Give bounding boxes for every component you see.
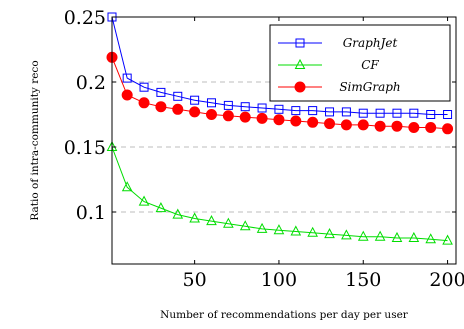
point-cf-6 bbox=[206, 215, 217, 226]
point-graphjet-10 bbox=[274, 104, 284, 114]
point-cf-10 bbox=[273, 224, 285, 235]
series-cf bbox=[106, 140, 453, 245]
point-simgraph-5 bbox=[189, 106, 201, 118]
point-cf-11 bbox=[290, 225, 302, 236]
point-cf-1 bbox=[121, 181, 133, 192]
y-tick-label-1: 0.15 bbox=[64, 137, 106, 159]
point-simgraph-16 bbox=[374, 120, 386, 132]
series-layer bbox=[106, 12, 454, 245]
legend-marker-cf bbox=[294, 58, 306, 69]
point-cf-13 bbox=[324, 228, 335, 239]
legend-label-cf: CF bbox=[361, 58, 379, 72]
legend: GraphJet CF SimGraph bbox=[269, 24, 451, 102]
legend-marker-simgraph bbox=[294, 81, 306, 93]
point-graphjet-8 bbox=[240, 102, 250, 112]
point-simgraph-2 bbox=[138, 97, 150, 109]
point-graphjet-14 bbox=[341, 107, 351, 117]
point-cf-9 bbox=[256, 222, 268, 233]
point-graphjet-15 bbox=[358, 108, 368, 118]
legend-label-graphjet: GraphJet bbox=[343, 36, 398, 50]
x-tick-label-3: 200 bbox=[429, 269, 464, 291]
point-cf-14 bbox=[341, 229, 352, 240]
point-graphjet-20 bbox=[443, 110, 453, 119]
ticks: 0.1 0.15 0.2 0.25 50 100 150 200 bbox=[64, 7, 464, 291]
series-line-cf bbox=[111, 146, 448, 242]
series-graphjet bbox=[107, 12, 453, 119]
point-simgraph-17 bbox=[391, 120, 403, 132]
point-graphjet-5 bbox=[190, 95, 200, 105]
point-cf-18 bbox=[408, 231, 420, 242]
point-simgraph-6 bbox=[205, 109, 217, 120]
point-cf-3 bbox=[155, 202, 167, 213]
point-simgraph-9 bbox=[256, 112, 268, 124]
plot-frame bbox=[111, 16, 457, 265]
point-graphjet-18 bbox=[409, 108, 419, 118]
x-axis-title: Number of recommendations per day per us… bbox=[160, 309, 409, 321]
point-simgraph-13 bbox=[324, 118, 336, 130]
point-graphjet-12 bbox=[308, 106, 318, 116]
point-cf-20 bbox=[442, 234, 453, 245]
point-simgraph-18 bbox=[408, 122, 420, 133]
point-graphjet-19 bbox=[426, 110, 436, 119]
y-tick-label-0: 0.1 bbox=[76, 202, 106, 224]
point-cf-8 bbox=[239, 220, 251, 231]
point-cf-2 bbox=[138, 195, 150, 206]
point-simgraph-3 bbox=[155, 101, 167, 113]
point-cf-17 bbox=[391, 231, 403, 242]
point-simgraph-14 bbox=[340, 119, 352, 131]
y-tick-label-2: 0.2 bbox=[76, 72, 106, 94]
point-graphjet-6 bbox=[206, 98, 216, 108]
point-graphjet-3 bbox=[156, 87, 166, 97]
point-graphjet-13 bbox=[325, 107, 335, 117]
point-simgraph-15 bbox=[357, 119, 369, 131]
point-graphjet-11 bbox=[291, 106, 301, 116]
y-tick-label-3: 0.25 bbox=[64, 7, 106, 29]
legend-marker-graphjet bbox=[295, 38, 305, 48]
legend-label-simgraph: SimGraph bbox=[339, 80, 400, 94]
point-graphjet-16 bbox=[375, 108, 385, 118]
point-graphjet-4 bbox=[173, 91, 183, 101]
point-graphjet-1 bbox=[122, 73, 132, 83]
point-cf-15 bbox=[357, 230, 369, 241]
x-tick-label-2: 150 bbox=[345, 269, 381, 291]
point-cf-19 bbox=[425, 233, 437, 244]
point-simgraph-1 bbox=[121, 89, 133, 101]
series-line-graphjet bbox=[111, 16, 448, 115]
point-cf-12 bbox=[307, 226, 318, 237]
point-graphjet-7 bbox=[223, 100, 233, 110]
point-simgraph-4 bbox=[172, 103, 184, 115]
series-simgraph bbox=[106, 51, 454, 135]
x-tick-label-1: 100 bbox=[261, 269, 297, 291]
point-simgraph-11 bbox=[290, 115, 302, 127]
point-graphjet-9 bbox=[257, 103, 267, 113]
point-cf-7 bbox=[223, 217, 234, 228]
y-axis-title: Ratio of intra-community reco bbox=[29, 60, 41, 220]
point-cf-4 bbox=[172, 208, 184, 219]
point-cf-16 bbox=[374, 230, 386, 241]
x-tick-label-0: 50 bbox=[183, 269, 207, 291]
point-simgraph-8 bbox=[239, 111, 251, 123]
point-cf-5 bbox=[189, 212, 200, 223]
point-graphjet-2 bbox=[139, 82, 149, 92]
point-simgraph-7 bbox=[222, 110, 234, 122]
point-graphjet-17 bbox=[392, 108, 402, 118]
point-simgraph-20 bbox=[442, 123, 454, 135]
point-simgraph-12 bbox=[307, 116, 319, 128]
point-simgraph-10 bbox=[273, 114, 285, 126]
point-simgraph-19 bbox=[425, 122, 437, 133]
